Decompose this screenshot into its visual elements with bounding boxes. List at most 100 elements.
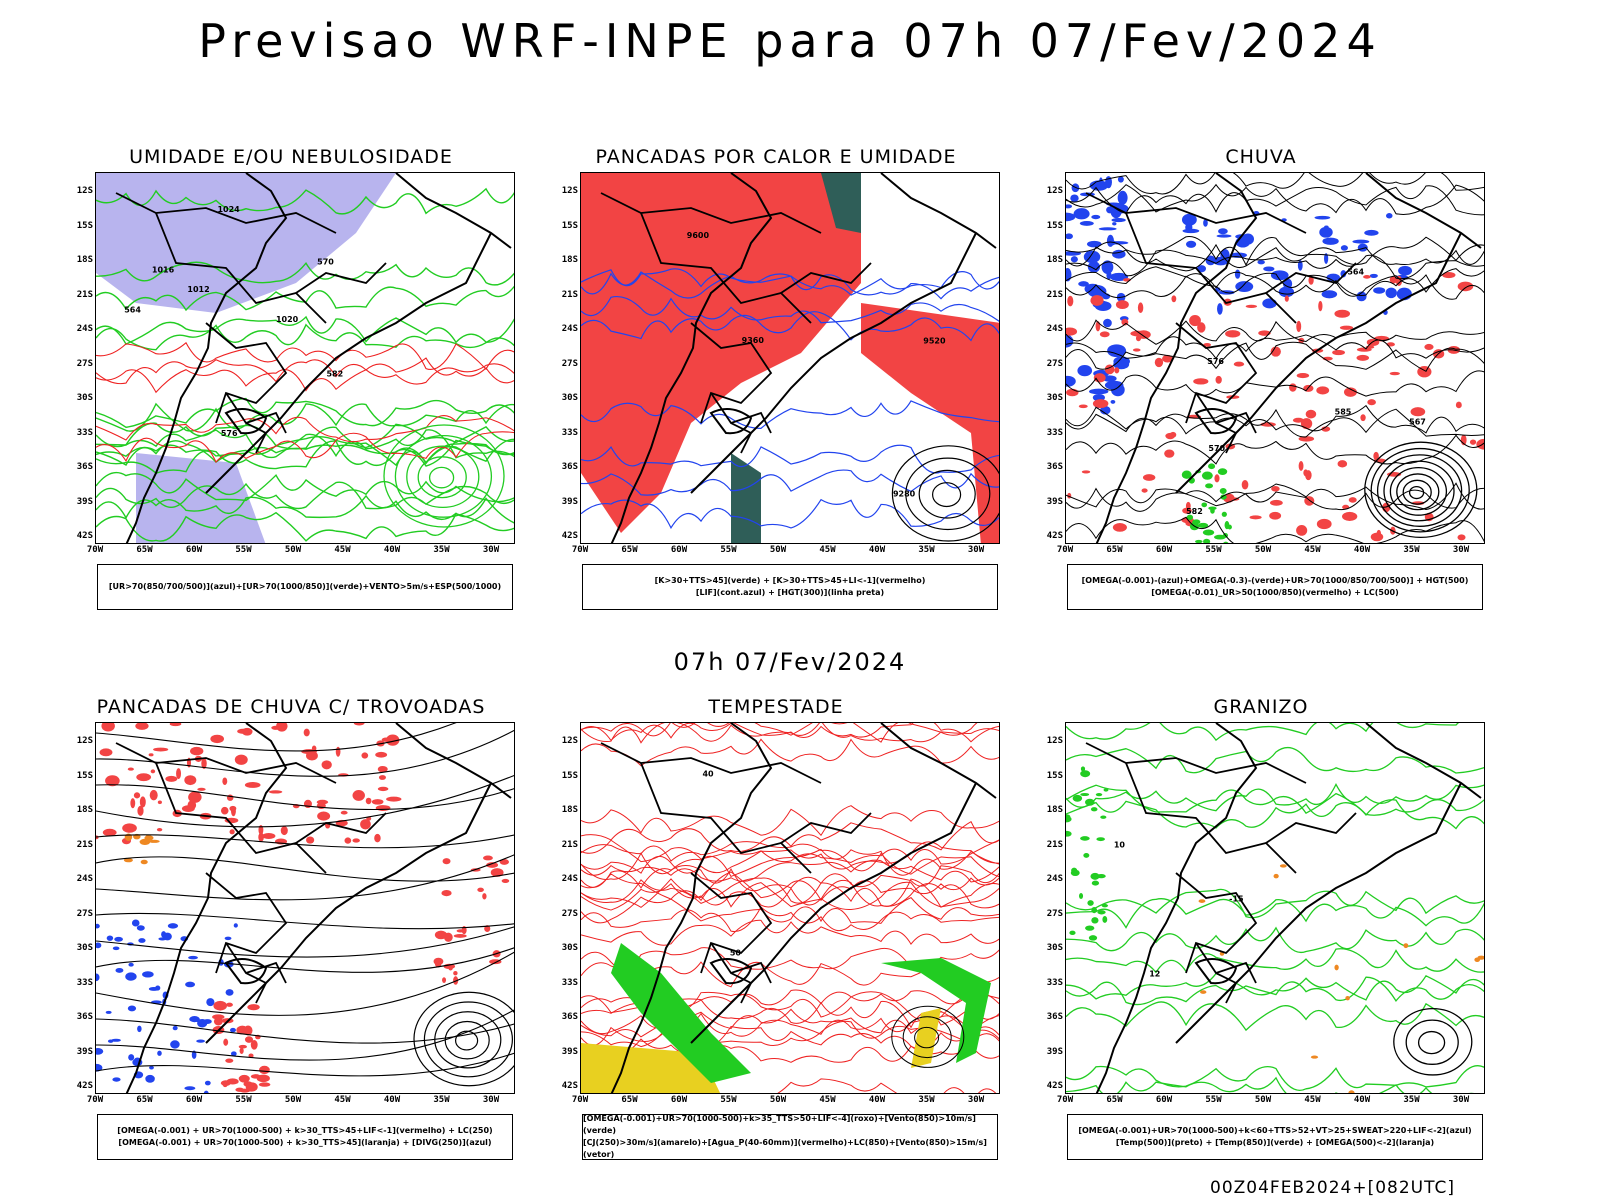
legend-line-1: [OMEGA(-0.001) + UR>70(1000-500) + k>30_… — [117, 1126, 493, 1135]
lat-tick-label: 33S — [1046, 427, 1063, 438]
lat-tick-label: 27S — [1046, 908, 1063, 919]
lat-tick-label: 33S — [76, 427, 93, 438]
lon-tick-label: 50W — [769, 1095, 787, 1105]
panel-umidade: UMIDADE E/OU NEBULOSIDADE 1012 1016 1020 10… — [55, 146, 525, 626]
lat-tick-label: 30S — [1046, 943, 1063, 953]
lat-tick-label: 15S — [76, 220, 93, 231]
lon-tick-label: 65W — [1106, 545, 1123, 555]
run-timestamp: 00Z04FEB2024+[082UTC] — [1210, 1178, 1456, 1198]
contour-label: 9520 — [923, 337, 946, 346]
lat-tick-label: 42S — [76, 531, 93, 541]
legend-line-1: [K>30+TTS>45](verde) + [K>30+TTS>45+LI<-… — [654, 576, 926, 585]
lat-tick-label: 21S — [76, 289, 93, 300]
lon-tick-label: 50W — [769, 545, 787, 555]
panel-title: TEMPESTADE — [708, 696, 844, 718]
lat-tick-label: 24S — [561, 324, 578, 334]
lat-tick-label: 12S — [76, 186, 93, 196]
lat-tick-label: 33S — [1046, 977, 1063, 988]
lon-tick-label: 65W — [1106, 1095, 1123, 1105]
lat-tick-label: 21S — [1046, 289, 1063, 300]
panel-title: GRANIZO — [1213, 696, 1309, 718]
lat-tick-label: 33S — [561, 427, 578, 438]
lat-tick-label: 30S — [561, 393, 578, 403]
lon-tick-label: 55W — [720, 545, 737, 555]
lat-tick-label: 12S — [76, 736, 93, 746]
lat-tick-label: 18S — [76, 805, 93, 815]
contour-label: 1016 — [152, 266, 175, 275]
lon-tick-label: 40W — [383, 545, 401, 555]
lon-tick-label: 45W — [334, 545, 351, 555]
map-area: -15 10 12 — [1065, 722, 1485, 1094]
contour-label: 9360 — [742, 336, 765, 345]
lon-tick-label: 70W — [86, 1095, 104, 1105]
map-area — [95, 722, 515, 1094]
lon-tick-label: 50W — [1254, 1095, 1272, 1105]
lat-tick-label: 27S — [1046, 358, 1063, 369]
lat-tick-label: 42S — [561, 531, 578, 541]
lon-tick-label: 60W — [670, 1095, 688, 1105]
contour-label: 10 — [1114, 840, 1126, 849]
lon-tick-label: 35W — [918, 545, 935, 555]
map-svg: -15 10 12 — [1066, 723, 1484, 1093]
lon-tick-label: 30W — [482, 1095, 500, 1105]
contour-label: 1020 — [276, 315, 299, 324]
lon-tick-label: 40W — [383, 1095, 401, 1105]
lon-tick-label: 40W — [868, 1095, 886, 1105]
lat-tick-label: 42S — [561, 1081, 578, 1091]
contour-label: 570 — [1208, 444, 1225, 453]
lat-tick-label: 18S — [76, 255, 93, 265]
lat-tick-label: 18S — [1046, 805, 1063, 815]
lon-tick-label: 55W — [1205, 1095, 1222, 1105]
legend-line-2: [CJ(250)>30m/s](amarelo)+[Agua_P(40-60mm… — [583, 1138, 987, 1159]
contour-label: 40 — [702, 769, 714, 778]
lat-tick-label: 36S — [1046, 1012, 1063, 1022]
lat-tick-label: 18S — [561, 805, 578, 815]
lon-tick-label: 60W — [185, 545, 203, 555]
lon-tick-label: 35W — [433, 1095, 450, 1105]
panel-title: UMIDADE E/OU NEBULOSIDADE — [129, 146, 453, 168]
map-svg — [96, 723, 514, 1093]
lon-tick-label: 55W — [1205, 545, 1222, 555]
lon-tick-label: 40W — [868, 545, 886, 555]
lat-tick-label: 18S — [561, 255, 578, 265]
lon-tick-label: 50W — [284, 1095, 302, 1105]
lon-tick-label: 65W — [621, 545, 638, 555]
panel-trovoadas: PANCADAS DE CHUVA C/ TROVOADAS [OMEGA(-0… — [55, 696, 525, 1176]
lat-tick-label: 15S — [76, 770, 93, 781]
lat-tick-label: 36S — [561, 1012, 578, 1022]
lon-tick-label: 65W — [136, 1095, 153, 1105]
lon-tick-label: 55W — [235, 545, 252, 555]
legend-box: [OMEGA(-0.001)+UR>70(1000-500)+k>35_TTS>… — [582, 1114, 998, 1160]
lat-tick-label: 12S — [1046, 186, 1063, 196]
contour-label: 50 — [730, 949, 742, 958]
lat-tick-label: 33S — [561, 977, 578, 988]
lat-tick-label: 24S — [561, 874, 578, 884]
contour-label: -15 — [1229, 894, 1244, 903]
panel-granizo: GRANIZO -15 10 12 [OMEGA(-0.001)+UR>70(100… — [1025, 696, 1495, 1176]
lat-tick-label: 21S — [1046, 839, 1063, 850]
legend-line-1: [OMEGA(-0.001)+UR>70(1000-500)+k<60+TTS>… — [1078, 1126, 1472, 1135]
legend-line-1: [OMEGA(-0.001)-(azul)+OMEGA(-0.3)-(verde… — [1081, 576, 1469, 585]
lon-tick-label: 30W — [482, 545, 500, 555]
lat-tick-label: 21S — [561, 289, 578, 300]
lon-tick-label: 50W — [284, 545, 302, 555]
lon-tick-label: 55W — [235, 1095, 252, 1105]
legend-box: [K>30+TTS>45](verde) + [K>30+TTS>45+LI<-… — [582, 564, 998, 610]
lat-tick-label: 15S — [1046, 770, 1063, 781]
map-svg: 1012 1016 1020 1024 576 570 564 582 — [96, 173, 514, 543]
legend-box: [OMEGA(-0.001) + UR>70(1000-500) + k>30_… — [97, 1114, 513, 1160]
lat-tick-label: 24S — [1046, 324, 1063, 334]
lon-tick-label: 35W — [1403, 1095, 1420, 1105]
lat-tick-label: 21S — [561, 839, 578, 850]
lat-tick-label: 15S — [1046, 220, 1063, 231]
lat-tick-label: 24S — [76, 324, 93, 334]
lon-tick-label: 45W — [819, 545, 836, 555]
lat-tick-label: 30S — [561, 943, 578, 953]
map-area: 50 40 — [580, 722, 1000, 1094]
map-area: 9600 9520 9360 9280 — [580, 172, 1000, 544]
lat-tick-label: 27S — [561, 908, 578, 919]
lon-tick-label: 55W — [720, 1095, 737, 1105]
lat-tick-label: 21S — [76, 839, 93, 850]
lon-tick-label: 30W — [1452, 1095, 1470, 1105]
lon-tick-label: 45W — [819, 1095, 836, 1105]
